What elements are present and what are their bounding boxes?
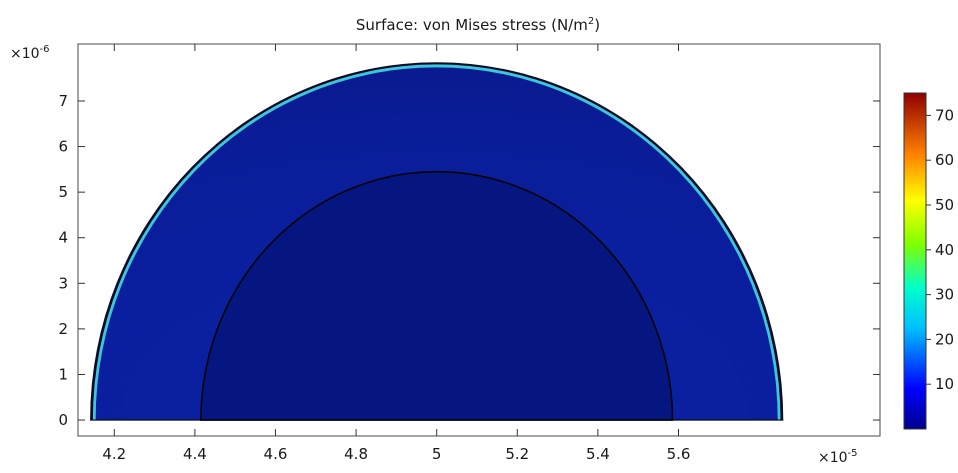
y-tick-label: 3 bbox=[58, 274, 68, 292]
y-axis-multiplier: ×10-6 bbox=[10, 44, 50, 62]
y-tick-label: 6 bbox=[58, 138, 68, 156]
y-tick-label: 0 bbox=[58, 411, 68, 429]
y-tick-label: 2 bbox=[58, 320, 68, 338]
colorbar-label: 10 bbox=[935, 375, 954, 393]
x-axis: 4.2 4.4 4.6 4.8 5 5.2 5.4 5.6 bbox=[102, 44, 690, 463]
x-tick-label: 5.2 bbox=[505, 445, 529, 463]
inner-core-region bbox=[200, 171, 674, 421]
y-tick-label: 1 bbox=[58, 365, 68, 383]
x-tick-label: 4.8 bbox=[344, 445, 368, 463]
y-axis: 0 1 2 3 4 5 6 7 bbox=[58, 92, 880, 429]
x-tick-label: 4.4 bbox=[183, 445, 207, 463]
x-tick-label: 4.2 bbox=[102, 445, 126, 463]
colorbar-label: 20 bbox=[935, 330, 954, 348]
colorbar-label: 40 bbox=[935, 241, 954, 259]
chart-title: Surface: von Mises stress (N/m2) bbox=[356, 16, 600, 34]
colorbar-legend: 70 60 50 40 30 20 10 bbox=[903, 92, 954, 430]
y-tick-label: 7 bbox=[58, 92, 68, 110]
y-tick-label: 5 bbox=[58, 183, 68, 201]
y-tick-label: 4 bbox=[58, 229, 68, 247]
x-tick-label: 4.6 bbox=[264, 445, 288, 463]
x-tick-label: 5.4 bbox=[586, 445, 610, 463]
x-tick-label: 5.6 bbox=[667, 445, 691, 463]
x-axis-multiplier: ×10-5 bbox=[818, 448, 858, 466]
colorbar-label: 30 bbox=[935, 286, 954, 304]
colorbar-label: 60 bbox=[935, 151, 954, 169]
colorbar-label: 50 bbox=[935, 196, 954, 214]
x-tick-label: 5 bbox=[432, 445, 442, 463]
colorbar-label: 70 bbox=[935, 106, 954, 124]
stress-field bbox=[90, 62, 784, 421]
colorbar-gradient bbox=[903, 92, 927, 430]
